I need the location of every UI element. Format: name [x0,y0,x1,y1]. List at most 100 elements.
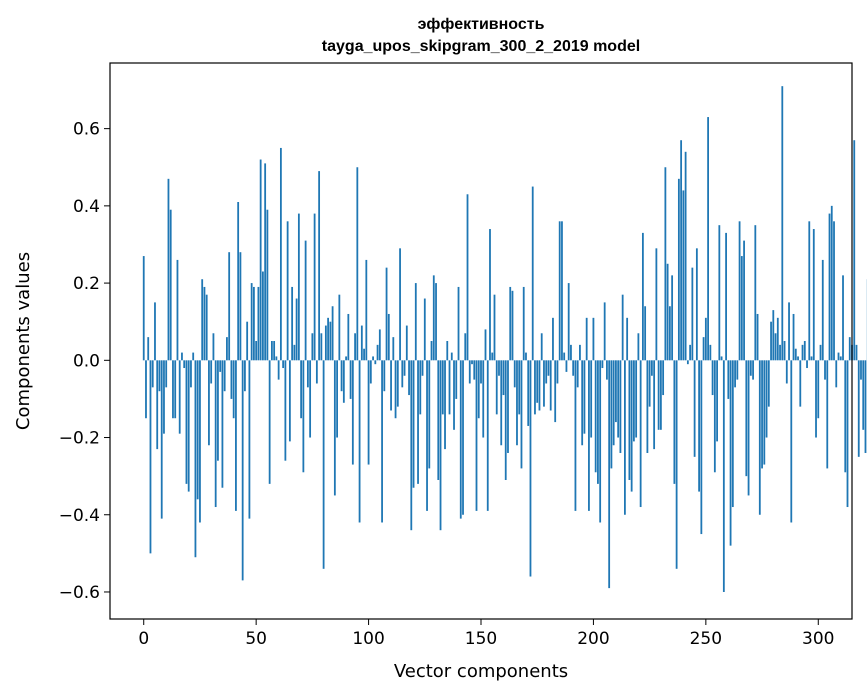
bar [718,225,721,361]
bar [210,360,213,384]
bar [765,360,768,438]
bar [817,360,820,419]
bar [284,360,287,461]
bar [549,360,552,411]
bar [313,213,316,361]
bar [203,286,206,361]
bar [716,360,718,442]
bar [574,360,577,511]
plot-area [142,86,867,592]
bar [230,360,233,399]
bar [671,275,674,361]
bar [619,360,622,453]
bar [358,360,361,523]
bar [345,356,347,361]
chart-title: эффективность [418,16,545,33]
bar [354,333,356,361]
bar [666,263,669,361]
x-axis-ticks: 0 50 100 150 200 250 300 [138,619,834,649]
y-axis-label: Components values [13,252,34,430]
bar [475,360,478,511]
bar [414,283,417,361]
bar [489,229,491,361]
bar [462,360,464,515]
bar [794,348,797,361]
bar [815,360,817,438]
bar [590,360,593,438]
bar [419,360,422,415]
bar [547,360,550,376]
bar [154,302,156,361]
bar [172,360,174,419]
bar [342,360,345,403]
bar [318,171,321,361]
bar [160,360,163,519]
bar [259,159,262,361]
bar [331,306,334,361]
bar [174,360,177,419]
x-tick-label: 200 [577,629,609,649]
bar [372,356,374,361]
bar [709,344,712,361]
bar [309,360,312,438]
bar [774,333,777,361]
bar [545,360,548,384]
bar [731,360,734,508]
bar [833,221,835,361]
bar [369,360,372,384]
bar [621,294,624,361]
bar [484,329,487,361]
bar [749,360,752,376]
bar [279,147,282,361]
bar [306,360,309,388]
y-tick-label: 0.0 [73,351,100,371]
y-tick-label: −0.2 [59,429,100,449]
bar [554,360,557,423]
bar [702,337,705,361]
bar [821,259,824,361]
bar [722,360,725,592]
bar [855,344,858,361]
bar [615,360,617,423]
bar [426,360,428,511]
bar [522,286,525,361]
bar [713,360,716,473]
bar [223,360,226,392]
bar [534,360,536,415]
bar [405,325,408,361]
bar [630,360,633,492]
bar [770,321,772,361]
bar [525,352,527,361]
bar [691,267,694,361]
bar [657,360,660,430]
bar [601,360,604,369]
bar [239,252,242,361]
bar [565,360,568,372]
bar [208,360,210,446]
bar [776,317,779,361]
bar [790,360,793,523]
bar [412,360,415,488]
bar [396,360,399,407]
bar [819,344,822,361]
bar [293,344,296,361]
bar [417,360,419,484]
bar [147,337,150,361]
bar [351,360,354,465]
bar [576,360,579,388]
bar [758,360,761,515]
bar [579,344,581,361]
bar [608,360,611,589]
bar [286,221,289,361]
bar [513,360,516,388]
bar [221,360,224,488]
bar [381,360,383,523]
bar [803,341,806,361]
bar [720,356,723,361]
bar [540,333,543,361]
y-tick-label: 0.2 [73,274,100,294]
bar [205,294,208,361]
bar [142,256,145,361]
bar [781,86,784,361]
